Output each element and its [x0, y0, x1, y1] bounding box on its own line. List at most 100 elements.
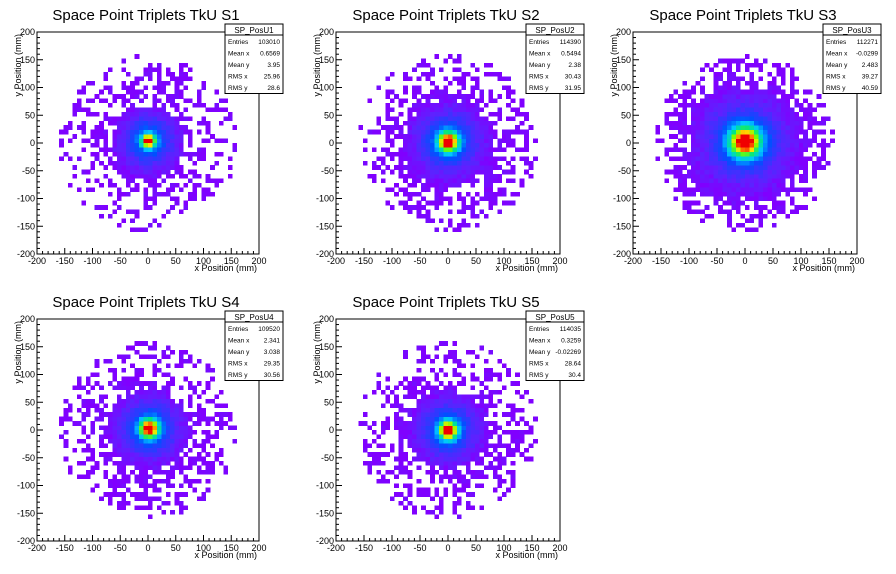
heatmap-bin	[125, 85, 131, 90]
stats-value: 30.43	[565, 74, 582, 81]
heatmap-bin	[812, 134, 817, 139]
heatmap-bin	[134, 165, 140, 170]
heatmap-bin	[108, 67, 113, 73]
heatmap-bin	[479, 138, 485, 144]
heatmap-bin	[443, 134, 449, 139]
heatmap-bin	[483, 151, 489, 157]
heatmap-bin	[434, 89, 440, 95]
heatmap-bin	[152, 425, 158, 431]
heatmap-bin	[740, 125, 746, 130]
heatmap-bin	[156, 165, 162, 170]
heatmap-bin	[780, 156, 786, 161]
heatmap-bin	[116, 125, 122, 130]
heatmap-bin	[474, 169, 480, 175]
heatmap-bin	[425, 174, 431, 179]
heatmap-bin	[803, 178, 808, 184]
heatmap-bin	[443, 421, 449, 426]
heatmap-bin	[196, 452, 202, 457]
heatmap-bin	[161, 509, 166, 515]
heatmap-bin	[412, 143, 417, 148]
heatmap-bin	[767, 178, 773, 184]
heatmap-bin	[745, 98, 750, 104]
heatmap-bin	[134, 160, 140, 166]
heatmap-bin	[479, 412, 485, 417]
heatmap-bin	[108, 483, 113, 488]
heatmap-bin	[108, 416, 113, 422]
heatmap-bin	[376, 478, 381, 484]
heatmap-bin	[121, 354, 126, 360]
heatmap-bin	[389, 116, 395, 121]
x-tick-label: 100	[496, 256, 511, 266]
heatmap-bin	[130, 94, 135, 99]
y-tick-label: 0	[30, 138, 35, 148]
heatmap-bin	[205, 381, 211, 386]
heatmap-bin	[430, 367, 435, 373]
heatmap-bin	[371, 129, 377, 135]
heatmap-bin	[94, 138, 100, 144]
heatmap-bin	[780, 120, 786, 126]
heatmap-bin	[515, 390, 520, 395]
heatmap-bin	[174, 407, 180, 413]
heatmap-bin	[452, 165, 458, 170]
heatmap-bin	[72, 421, 78, 426]
heatmap-bin	[727, 63, 732, 68]
heatmap-bin	[695, 174, 701, 179]
heatmap-bin	[798, 151, 804, 157]
heatmap-bin	[798, 120, 804, 126]
heatmap-bin	[709, 111, 714, 117]
heatmap-bin	[179, 151, 184, 157]
heatmap-bin	[183, 492, 189, 497]
x-tick-label: -150	[355, 543, 373, 553]
heatmap-bin	[143, 394, 149, 400]
heatmap-bin	[448, 438, 453, 444]
heatmap-bin	[174, 412, 180, 417]
heatmap-bin	[448, 350, 453, 355]
heatmap-bin	[116, 394, 122, 400]
heatmap-bin	[434, 147, 440, 153]
heatmap-bin	[519, 407, 525, 413]
heatmap-bin	[434, 430, 440, 435]
heatmap-bin	[139, 403, 144, 408]
heatmap-bin	[59, 143, 64, 148]
heatmap-bin	[68, 138, 73, 144]
heatmap-bin	[425, 120, 431, 126]
heatmap-bin	[718, 89, 723, 95]
heatmap-bin	[758, 169, 764, 175]
heatmap-bin	[776, 209, 782, 215]
heatmap-bin	[116, 138, 122, 144]
heatmap-bin	[448, 174, 453, 179]
heatmap-bin	[501, 85, 507, 90]
heatmap-bin	[745, 169, 750, 175]
heatmap-bin	[187, 196, 193, 201]
heatmap-bin	[183, 443, 189, 448]
heatmap-bin	[108, 182, 113, 188]
y-tick-label: -150	[17, 508, 35, 518]
heatmap-bin	[148, 407, 153, 413]
heatmap-bin	[789, 76, 795, 82]
heatmap-bin	[807, 116, 813, 121]
heatmap-bin	[192, 456, 198, 462]
heatmap-bin	[165, 412, 171, 417]
heatmap-bin	[736, 200, 741, 206]
heatmap-bin	[134, 505, 140, 511]
heatmap-bin	[407, 425, 413, 431]
heatmap-bin	[134, 403, 140, 408]
heatmap-bin	[134, 116, 140, 121]
heatmap-bin	[421, 394, 426, 400]
heatmap-bin	[389, 89, 395, 95]
heatmap-bin	[718, 178, 723, 184]
heatmap-bin	[456, 358, 462, 364]
heatmap-bin	[130, 227, 135, 232]
heatmap-bin	[139, 394, 144, 400]
heatmap-bin	[362, 160, 368, 166]
heatmap-bin	[196, 407, 202, 413]
heatmap-bin	[174, 76, 180, 82]
heatmap-bin	[170, 416, 175, 422]
heatmap-bin	[492, 390, 498, 395]
heatmap-bin	[776, 98, 782, 104]
heatmap-bin	[125, 501, 131, 506]
heatmap-bin	[165, 67, 171, 73]
heatmap-bin	[704, 178, 710, 184]
stats-label: Mean y	[228, 349, 250, 356]
heatmap-bin	[456, 501, 462, 506]
